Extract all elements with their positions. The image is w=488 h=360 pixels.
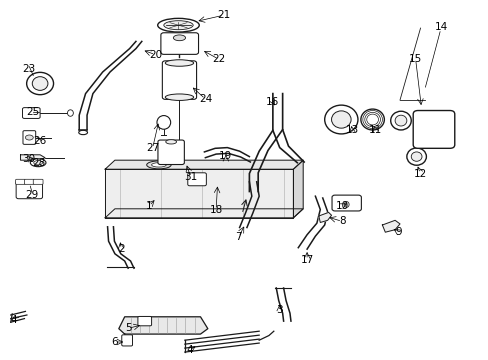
Text: 26: 26 [33, 136, 47, 146]
Ellipse shape [165, 94, 193, 100]
Text: 23: 23 [22, 64, 36, 74]
Text: 13: 13 [345, 125, 358, 135]
FancyBboxPatch shape [24, 179, 34, 184]
Text: 21: 21 [217, 10, 230, 20]
FancyBboxPatch shape [22, 108, 40, 118]
Text: 12: 12 [413, 168, 427, 179]
FancyBboxPatch shape [187, 173, 206, 186]
Text: 20: 20 [149, 50, 162, 60]
Ellipse shape [34, 161, 42, 165]
Ellipse shape [344, 202, 348, 207]
Ellipse shape [360, 109, 384, 130]
Ellipse shape [26, 72, 54, 95]
FancyBboxPatch shape [16, 181, 42, 199]
FancyBboxPatch shape [412, 111, 454, 148]
Ellipse shape [32, 77, 48, 90]
Text: 2: 2 [118, 244, 124, 254]
Text: 30: 30 [22, 154, 35, 164]
Polygon shape [318, 212, 331, 222]
FancyBboxPatch shape [162, 61, 196, 99]
Ellipse shape [157, 116, 170, 129]
Text: 14: 14 [433, 22, 447, 32]
Ellipse shape [151, 163, 166, 167]
Ellipse shape [390, 111, 410, 130]
Text: 11: 11 [368, 125, 382, 135]
Text: 16: 16 [265, 96, 279, 107]
Text: 31: 31 [183, 172, 197, 182]
FancyBboxPatch shape [158, 140, 184, 165]
Ellipse shape [67, 110, 73, 116]
Ellipse shape [410, 152, 421, 161]
Text: 8: 8 [338, 216, 345, 226]
Text: 4: 4 [186, 345, 193, 355]
Text: 10: 10 [335, 201, 348, 211]
Text: 24: 24 [198, 94, 212, 104]
FancyBboxPatch shape [33, 179, 43, 184]
Text: 3: 3 [276, 305, 283, 315]
Polygon shape [119, 317, 207, 334]
FancyBboxPatch shape [16, 179, 25, 184]
FancyBboxPatch shape [23, 131, 36, 144]
Text: 25: 25 [26, 107, 40, 117]
Text: 15: 15 [408, 54, 422, 64]
Ellipse shape [146, 161, 171, 169]
Ellipse shape [406, 148, 426, 165]
Polygon shape [293, 160, 303, 218]
Text: 27: 27 [145, 143, 159, 153]
Polygon shape [105, 160, 303, 169]
Ellipse shape [394, 115, 406, 126]
Text: 1: 1 [145, 201, 152, 211]
Ellipse shape [165, 60, 193, 66]
Ellipse shape [157, 18, 199, 32]
Polygon shape [20, 155, 45, 160]
Text: 19: 19 [219, 150, 232, 161]
Text: 4: 4 [10, 315, 17, 325]
Polygon shape [382, 220, 399, 232]
Ellipse shape [165, 140, 176, 144]
FancyBboxPatch shape [331, 195, 361, 211]
Text: 22: 22 [212, 54, 225, 64]
Text: 28: 28 [32, 158, 46, 168]
Text: 18: 18 [209, 204, 223, 215]
FancyBboxPatch shape [161, 33, 198, 54]
Ellipse shape [79, 130, 87, 135]
Ellipse shape [173, 35, 185, 41]
Text: 17: 17 [300, 255, 313, 265]
Ellipse shape [324, 105, 357, 134]
Ellipse shape [331, 111, 350, 128]
Ellipse shape [30, 159, 46, 167]
Polygon shape [105, 169, 293, 218]
FancyBboxPatch shape [122, 335, 132, 346]
Text: 6: 6 [111, 337, 118, 347]
Ellipse shape [163, 21, 193, 30]
Polygon shape [105, 209, 303, 218]
Text: 5: 5 [124, 323, 131, 333]
FancyBboxPatch shape [138, 316, 151, 326]
Text: 9: 9 [394, 227, 401, 237]
Text: 7: 7 [235, 232, 242, 242]
Text: 29: 29 [25, 190, 39, 200]
Ellipse shape [25, 135, 33, 140]
